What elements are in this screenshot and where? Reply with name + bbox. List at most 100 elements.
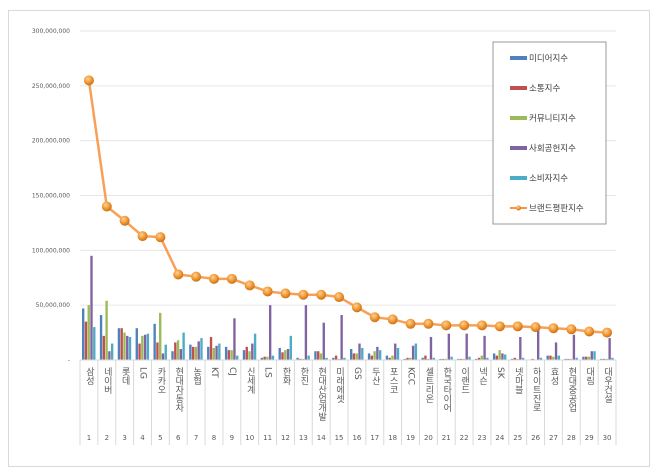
bar-소통지수 bbox=[370, 355, 374, 360]
bar-소비자지수 bbox=[271, 355, 275, 360]
bar-미디어지수 bbox=[117, 328, 121, 360]
x-rank-label: 25 bbox=[513, 434, 522, 442]
legend-swatch bbox=[510, 116, 527, 120]
bar-커뮤니티지수 bbox=[391, 355, 394, 360]
bar-사회공헌지수 bbox=[394, 343, 397, 360]
x-rank-label: 10 bbox=[245, 434, 254, 442]
legend-entry: 소통지수 bbox=[529, 84, 560, 94]
bar-미디어지수 bbox=[439, 358, 442, 360]
bar-소비자지수 bbox=[378, 350, 382, 360]
bar-커뮤니티지수 bbox=[123, 332, 126, 360]
bar-미디어지수 bbox=[224, 346, 228, 360]
legend-swatch bbox=[510, 176, 527, 180]
x-category-label: 삼성 bbox=[84, 367, 94, 385]
bar-커뮤니티지수 bbox=[248, 351, 251, 360]
bar-소비자지수 bbox=[200, 338, 203, 360]
bar-커뮤니티지수 bbox=[605, 358, 609, 360]
bar-소통지수 bbox=[174, 342, 177, 360]
point-브랜드평판지수 bbox=[155, 232, 166, 243]
x-rank-label: 6 bbox=[176, 434, 181, 442]
bar-소비자지수 bbox=[164, 344, 167, 360]
bar-사회공헌지수 bbox=[268, 305, 272, 360]
bar-소비자지수 bbox=[468, 356, 471, 360]
bar-사회공헌지수 bbox=[143, 334, 147, 360]
legend-box bbox=[492, 41, 607, 225]
x-category-label: 대우건설 bbox=[602, 367, 612, 403]
bar-사회공헌지수 bbox=[358, 343, 361, 360]
legend-swatch-marker bbox=[516, 205, 521, 211]
x-category-label: 한진 bbox=[298, 367, 308, 385]
point-브랜드평판지수 bbox=[530, 322, 541, 333]
point-브랜드평판지수 bbox=[494, 321, 505, 332]
bar-사회공헌지수 bbox=[251, 343, 254, 360]
x-category-label: 현대자동차 bbox=[173, 367, 183, 413]
bar-미디어지수 bbox=[403, 358, 406, 360]
bar-소통지수 bbox=[281, 352, 284, 360]
bar-소통지수 bbox=[531, 358, 534, 360]
x-rank-label: 28 bbox=[567, 434, 576, 442]
x-category-label: 셀트리온 bbox=[423, 367, 433, 403]
point-브랜드평판지수 bbox=[191, 271, 202, 282]
bar-소비자지수 bbox=[128, 336, 132, 360]
bar-소비자지수 bbox=[289, 335, 292, 360]
bar-소비자지수 bbox=[361, 347, 364, 360]
x-category-label: 넥슨 bbox=[477, 367, 487, 385]
x-rank-label: 24 bbox=[495, 434, 504, 442]
y-tick-label: - bbox=[68, 357, 70, 364]
y-tick-label: 50,000,000 bbox=[36, 302, 71, 309]
bar-사회공헌지수 bbox=[340, 315, 343, 360]
bar-소비자지수 bbox=[557, 355, 560, 360]
bar-소비자지수 bbox=[218, 343, 221, 360]
bar-사회공헌지수 bbox=[465, 333, 468, 360]
bar-커뮤니티지수 bbox=[552, 356, 555, 360]
x-rank-label: 30 bbox=[603, 434, 612, 442]
bar-미디어지수 bbox=[332, 357, 335, 360]
bar-소통지수 bbox=[477, 357, 481, 360]
bar-커뮤니티지수 bbox=[373, 351, 376, 360]
point-브랜드평판지수 bbox=[173, 269, 184, 280]
bar-사회공헌지수 bbox=[322, 322, 325, 360]
point-브랜드평판지수 bbox=[459, 320, 470, 331]
point-브랜드평판지수 bbox=[119, 215, 130, 226]
bar-소통지수 bbox=[388, 357, 391, 360]
bar-커뮤니티지수 bbox=[159, 312, 162, 360]
bar-소통지수 bbox=[513, 357, 516, 360]
bar-소통지수 bbox=[102, 335, 106, 360]
x-category-label: 카카오 bbox=[155, 367, 165, 394]
bar-커뮤니티지수 bbox=[355, 353, 358, 360]
bar-커뮤니티지수 bbox=[569, 358, 573, 360]
bar-미디어지수 bbox=[457, 358, 460, 360]
x-rank-label: 1 bbox=[87, 434, 91, 442]
bar-미디어지수 bbox=[510, 358, 514, 360]
x-category-label: 네이버 bbox=[102, 367, 112, 395]
x-category-label: LG bbox=[138, 367, 148, 379]
bar-미디어지수 bbox=[600, 358, 603, 360]
bar-커뮤니티지수 bbox=[427, 358, 430, 360]
bar-미디어지수 bbox=[367, 353, 371, 360]
x-category-label: 한국타이어 bbox=[441, 367, 451, 413]
bar-미디어지수 bbox=[385, 355, 389, 360]
x-rank-label: 19 bbox=[406, 434, 415, 442]
bar-미디어지수 bbox=[99, 315, 103, 360]
bar-사회공헌지수 bbox=[572, 334, 576, 360]
x-category-label: 현대중공업 bbox=[566, 367, 576, 412]
bar-사회공헌지수 bbox=[590, 351, 593, 360]
x-category-label: 미래에셋 bbox=[334, 367, 344, 404]
x-rank-label: 17 bbox=[370, 434, 379, 442]
bar-소통지수 bbox=[495, 355, 499, 360]
point-브랜드평판지수 bbox=[298, 289, 309, 300]
x-rank-label: 21 bbox=[442, 434, 451, 442]
bar-커뮤니티지수 bbox=[498, 350, 501, 360]
x-category-label: GS bbox=[352, 367, 362, 380]
bar-소비자지수 bbox=[504, 354, 507, 360]
point-브랜드평판지수 bbox=[226, 273, 237, 284]
bar-사회공헌지수 bbox=[483, 335, 486, 360]
bar-사회공헌지수 bbox=[197, 341, 200, 360]
bar-사회공헌지수 bbox=[90, 255, 93, 360]
x-rank-label: 12 bbox=[281, 434, 290, 442]
point-브랜드평판지수 bbox=[244, 280, 255, 291]
x-rank-label: 9 bbox=[230, 434, 234, 442]
x-category-label: 포스코 bbox=[388, 367, 398, 394]
bar-소통지수 bbox=[299, 358, 302, 360]
